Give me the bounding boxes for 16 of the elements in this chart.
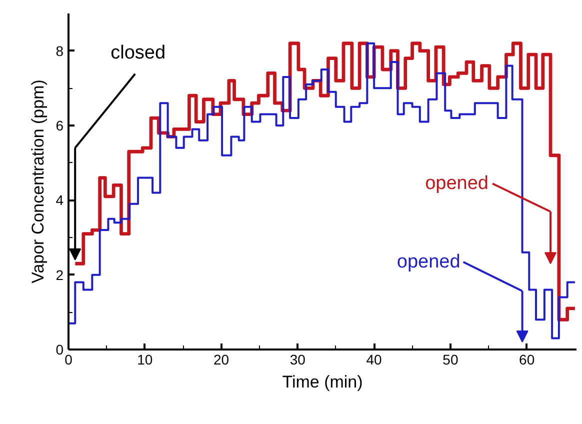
x-tick-label: 30 [290, 352, 306, 368]
y-axis-title: Vapor Concentration (ppm) [28, 80, 48, 284]
x-tick-label: 40 [366, 352, 382, 368]
y-tick-label: 2 [56, 266, 64, 283]
y-tick-label: 8 [56, 42, 64, 59]
y-tick-label: 4 [56, 192, 64, 208]
x-tick-label: 50 [442, 352, 458, 368]
y-tick-label: 6 [56, 118, 64, 134]
annotation: closed [110, 42, 166, 64]
x-tick-label: 60 [519, 352, 535, 368]
y-tick-label: 0 [56, 342, 64, 358]
x-tick-label: 20 [213, 352, 230, 368]
annotation: opened [425, 173, 489, 194]
x-axis-title: Time (min) [282, 372, 363, 392]
x-tick-label: 10 [137, 352, 153, 368]
annotation: opened [396, 252, 460, 272]
